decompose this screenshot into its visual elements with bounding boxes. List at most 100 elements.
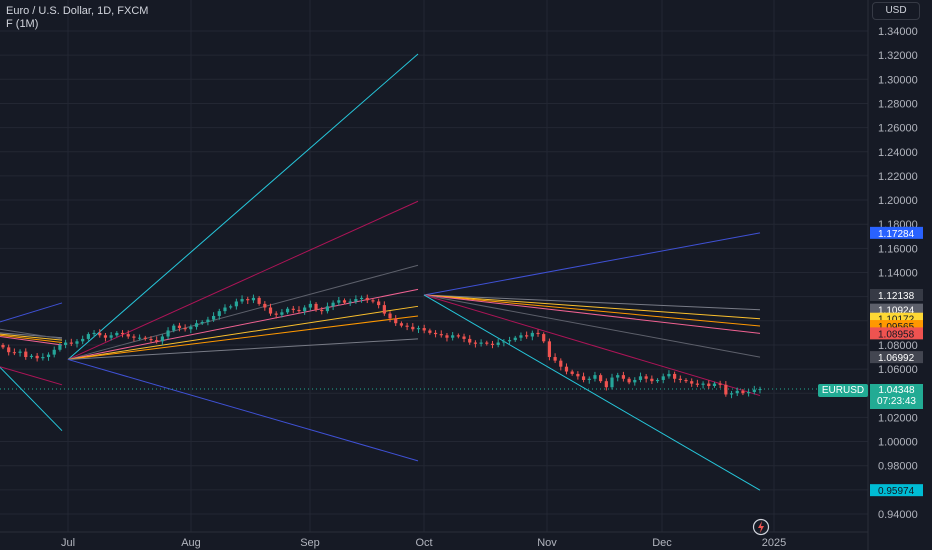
- candle-body: [439, 334, 443, 336]
- time-tick-label: Sep: [300, 537, 320, 549]
- candle-body: [621, 375, 625, 379]
- candle-body: [707, 383, 711, 387]
- candle-body: [525, 335, 529, 337]
- price-tick-label: 1.06000: [878, 364, 918, 376]
- candle-body: [473, 342, 478, 344]
- candle-body: [81, 338, 85, 342]
- candle-body: [303, 307, 307, 312]
- lightning-icon[interactable]: [752, 518, 770, 536]
- candle-body: [633, 379, 637, 383]
- candle-body: [388, 313, 392, 319]
- candle-body: [115, 332, 119, 336]
- fan-ray: [423, 294, 761, 334]
- candle-body: [695, 383, 699, 385]
- last-price-value: 1.04348: [878, 385, 915, 396]
- price-tick-label: 1.22000: [878, 171, 918, 183]
- candle-body: [468, 338, 472, 343]
- candle-body: [690, 381, 694, 384]
- candle-body: [155, 340, 159, 342]
- candle-body: [103, 335, 108, 338]
- price-tick-label: 1.24000: [878, 147, 918, 159]
- time-tick-label: Jul: [61, 537, 75, 549]
- last-price-tag: 1.04348 07:23:43: [870, 384, 923, 409]
- fan-ray: [0, 366, 63, 432]
- candle-body: [513, 337, 517, 341]
- candle-body: [183, 328, 187, 330]
- candle-body: [661, 376, 665, 380]
- fan-ray: [0, 366, 63, 386]
- candle-body: [263, 303, 267, 308]
- symbol-tag: EURUSD: [818, 384, 868, 397]
- candle-body: [240, 299, 244, 302]
- fan-ray: [67, 264, 419, 360]
- indicator-label[interactable]: F (1M): [6, 18, 39, 30]
- price-label-box: [870, 327, 923, 340]
- candle-body: [399, 323, 404, 326]
- fan-ray: [423, 294, 761, 491]
- price-axis[interactable]: 0.940000.960000.980001.000001.020001.040…: [870, 26, 923, 521]
- candle-body: [735, 390, 739, 394]
- candle-body: [684, 379, 688, 382]
- candle-body: [673, 373, 677, 379]
- candle-body: [638, 376, 643, 380]
- candle-body: [559, 360, 563, 367]
- price-countdown: 07:23:43: [877, 396, 916, 407]
- candle-body: [58, 344, 62, 350]
- candle-body: [490, 343, 495, 345]
- price-tick-label: 1.26000: [878, 123, 918, 135]
- fan-ray: [67, 338, 419, 360]
- chart-title: Euro / U.S. Dollar, 1D, FXCM: [6, 5, 149, 17]
- price-label-box: [870, 226, 923, 239]
- price-label-box: [870, 351, 923, 364]
- candle-body: [1, 344, 5, 348]
- fan-ray: [67, 53, 419, 360]
- candle-body: [599, 375, 603, 382]
- candle-body: [166, 330, 170, 337]
- candle-body: [377, 301, 381, 306]
- candle-body: [35, 355, 39, 359]
- candle-body: [206, 319, 210, 323]
- candle-body: [325, 306, 330, 312]
- price-label-text: 1.10924: [878, 306, 915, 317]
- candle-body: [172, 325, 176, 331]
- candle-body: [678, 378, 682, 380]
- candle-body: [285, 308, 290, 313]
- candle-body: [246, 299, 250, 301]
- fan-ray: [423, 232, 761, 296]
- price-label-text: 1.08958: [878, 329, 915, 340]
- price-tick-label: 1.02000: [878, 412, 918, 424]
- currency-button[interactable]: USD: [872, 2, 920, 20]
- price-label-box: [870, 484, 923, 497]
- candle-body: [229, 306, 233, 308]
- candle-body: [320, 309, 324, 312]
- candle-body: [217, 311, 221, 316]
- candle-body: [712, 383, 717, 387]
- candle-body: [747, 392, 751, 394]
- price-tick-label: 1.08000: [878, 340, 918, 352]
- candle-body: [507, 340, 512, 342]
- candle-body: [86, 334, 90, 339]
- candle-body: [729, 393, 734, 395]
- price-tick-label: 1.20000: [878, 195, 918, 207]
- candle-body: [422, 328, 426, 331]
- candle-body: [280, 312, 284, 315]
- candle-body: [587, 378, 591, 380]
- price-label-box: [870, 303, 923, 316]
- candle-body: [382, 305, 386, 314]
- price-tick-label: 1.32000: [878, 50, 918, 62]
- fan-ray: [423, 294, 761, 358]
- candle-body: [177, 325, 182, 329]
- candle-body: [405, 325, 409, 327]
- candle-body: [365, 297, 369, 301]
- price-tick-label: 0.94000: [878, 509, 918, 521]
- candle-body: [547, 341, 552, 358]
- candle-body: [149, 338, 153, 341]
- time-axis[interactable]: Jul Aug Sep Oct Nov Dec 2025: [61, 537, 786, 549]
- candle-body: [257, 297, 261, 304]
- price-tick-label: 1.30000: [878, 74, 918, 86]
- candle-body: [314, 303, 318, 310]
- candle-body: [394, 318, 398, 324]
- fan-ray: [67, 305, 419, 360]
- candle-body: [536, 332, 540, 335]
